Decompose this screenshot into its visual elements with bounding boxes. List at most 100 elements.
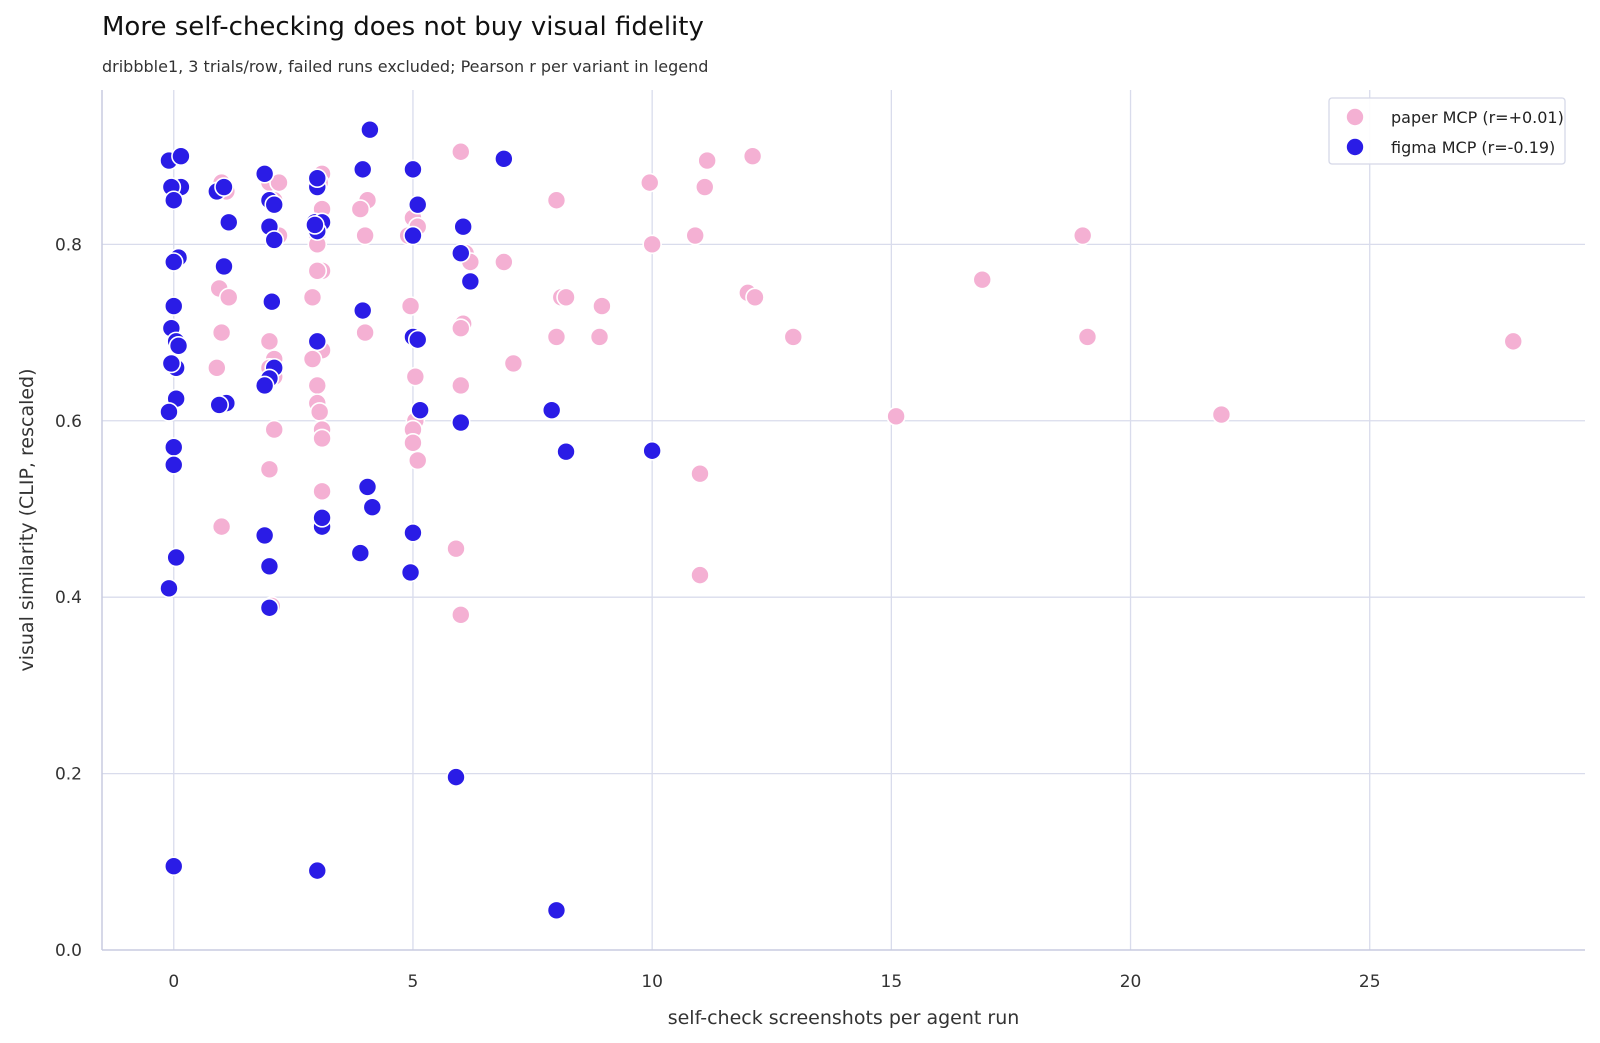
- data-point: [312, 428, 332, 449]
- data-point: [541, 400, 562, 420]
- x-tick-label: 15: [881, 972, 903, 992]
- data-point: [214, 177, 234, 197]
- legend[interactable]: paper MCP (r=+0.01) figma MCP (r=-0.19): [1328, 97, 1566, 165]
- data-point: [264, 194, 285, 215]
- legend-box: [1328, 97, 1566, 165]
- data-point: [407, 450, 428, 471]
- data-point: [697, 150, 717, 171]
- data-point: [690, 565, 710, 585]
- data-point: [639, 172, 660, 193]
- data-point: [218, 287, 239, 308]
- data-point: [161, 353, 182, 374]
- y-tick-label: 0.8: [55, 235, 82, 255]
- data-point: [159, 402, 179, 422]
- data-point: [745, 287, 765, 308]
- y-tick-label: 0.2: [55, 765, 82, 785]
- x-tick-label: 0: [168, 972, 179, 992]
- data-point: [163, 190, 184, 211]
- data-point: [589, 327, 610, 347]
- data-point: [362, 497, 383, 518]
- axes: [101, 90, 1585, 951]
- data-point: [163, 252, 184, 272]
- data-point: [163, 296, 184, 316]
- data-point: [685, 225, 706, 246]
- data-point: [312, 481, 332, 502]
- data-point: [168, 335, 189, 356]
- data-point: [163, 437, 184, 458]
- data-point: [694, 177, 715, 197]
- data-point: [262, 291, 282, 312]
- data-point: [446, 538, 466, 559]
- data-point: [403, 159, 423, 180]
- y-tick-label: 0.0: [55, 941, 82, 961]
- legend-entry[interactable]: figma MCP (r=-0.19): [1391, 138, 1555, 157]
- data-point: [302, 349, 323, 369]
- data-point: [450, 141, 471, 162]
- x-tick-label: 10: [641, 972, 663, 992]
- data-point: [352, 159, 373, 180]
- data-point: [307, 375, 328, 396]
- data-point: [307, 860, 328, 881]
- data-point: [972, 269, 993, 290]
- data-point: [642, 234, 662, 255]
- data-point: [254, 163, 275, 184]
- grid-lines: [102, 90, 1585, 950]
- data-point: [259, 459, 280, 480]
- data-point: [410, 400, 430, 420]
- x-tick-label: 25: [1359, 972, 1381, 992]
- legend-entry[interactable]: paper MCP (r=+0.01): [1391, 108, 1564, 127]
- y-tick-label: 0.6: [55, 412, 82, 432]
- data-point: [259, 597, 280, 618]
- x-tick-label: 20: [1120, 972, 1142, 992]
- y-axis-label: visual similarity (CLIP, rescaled): [16, 368, 38, 671]
- data-point: [302, 287, 323, 308]
- data-point: [159, 578, 179, 599]
- data-point: [163, 455, 184, 475]
- data-point: [556, 441, 576, 462]
- data-point: [690, 463, 710, 484]
- data-point: [355, 225, 375, 246]
- data-point: [783, 327, 804, 347]
- data-point: [886, 406, 906, 427]
- data-point: [307, 331, 328, 352]
- data-point: [352, 300, 373, 321]
- data-point: [403, 225, 423, 246]
- data-point: [494, 149, 514, 169]
- data-point: [592, 296, 612, 316]
- data-point: [446, 767, 466, 787]
- data-point: [546, 900, 567, 921]
- data-point: [1077, 327, 1098, 347]
- chart-subtitle: dribbble1, 3 trials/row, failed runs exc…: [102, 57, 709, 76]
- legend-marker: [1345, 137, 1365, 157]
- data-point: [407, 329, 428, 350]
- chart-title: More self-checking does not buy visual f…: [102, 12, 704, 42]
- data-point: [407, 194, 428, 215]
- data-point: [259, 331, 280, 352]
- data-point: [403, 522, 423, 543]
- data-point: [264, 419, 285, 440]
- data-point: [642, 440, 662, 461]
- data-point: [166, 547, 186, 568]
- data-point: [307, 168, 328, 189]
- data-point: [450, 375, 471, 396]
- data-point: [503, 353, 524, 374]
- data-point: [360, 119, 380, 140]
- data-point: [209, 395, 230, 415]
- data-point: [259, 556, 280, 577]
- data-point: [254, 525, 275, 546]
- data-point: [450, 243, 471, 263]
- data-points: [159, 119, 1524, 921]
- data-point: [171, 146, 191, 166]
- data-point: [350, 543, 371, 563]
- data-point: [1211, 404, 1232, 425]
- data-point: [163, 856, 184, 877]
- data-point: [450, 605, 471, 625]
- data-point: [405, 366, 426, 387]
- data-point: [254, 375, 275, 396]
- data-point: [546, 327, 567, 347]
- data-point: [556, 287, 576, 308]
- x-axis-label: self-check screenshots per agent run: [668, 1007, 1020, 1029]
- data-point: [460, 271, 481, 292]
- data-point: [355, 322, 375, 343]
